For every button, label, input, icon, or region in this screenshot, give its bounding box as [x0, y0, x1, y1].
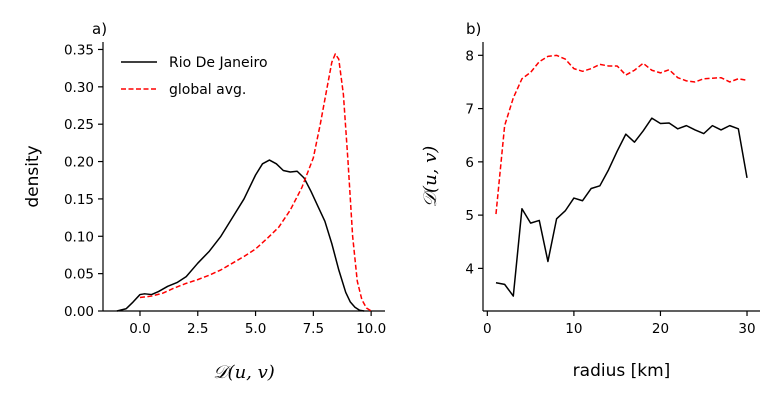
y-tick-label: 0.00 [64, 304, 94, 320]
y-tick-label: 8 [465, 48, 474, 64]
legend: Rio De Janeiro global avg. [121, 55, 268, 98]
panel-label: a) [92, 20, 107, 38]
chart-panel-1: 0.0 2.5 5.0 7.5 10.0 0.00 0.05 0.10 0.15 0.20 0.25… [23, 20, 386, 383]
x-axis-label: radius [km] [573, 361, 671, 381]
chart-panel-2: 0 10 20 30 4 5 6 7 8 b) radius [km] 𝒟(u, v) [420, 20, 760, 381]
x-tick-label: 20 [652, 321, 669, 337]
y-axis-label: 𝒟(u, v) [420, 146, 441, 208]
x-tick-label: 0.0 [129, 321, 150, 337]
x-tick-label: 0 [483, 321, 492, 337]
y-tick-label: 0.20 [64, 155, 94, 171]
y-tick-label: 0.10 [64, 229, 94, 245]
x-axis-label: 𝒟(u, v) [213, 362, 275, 383]
series-line-2 [139, 53, 372, 312]
y-tick-label: 7 [465, 102, 474, 118]
y-tick-label: 5 [465, 208, 474, 224]
series-line-2 [495, 54, 748, 215]
legend-label-2: global avg. [169, 82, 246, 98]
y-tick-label: 4 [465, 261, 474, 277]
legend-label-1: Rio De Janeiro [169, 55, 268, 71]
y-tick-label: 0.35 [64, 42, 94, 58]
series-line-1 [495, 117, 748, 297]
x-tick-label: 10.0 [356, 321, 386, 337]
y-tick-label: 0.15 [64, 192, 94, 208]
x-tick-label: 2.5 [187, 321, 208, 337]
series-line-1 [116, 159, 365, 312]
x-tick-label: 30 [738, 321, 755, 337]
y-axis-label: density [23, 145, 43, 207]
panel-label: b) [466, 20, 481, 38]
y-tick-label: 6 [465, 155, 474, 171]
y-tick-label: 0.05 [64, 267, 94, 283]
y-tick-label: 0.30 [64, 80, 94, 96]
x-tick-label: 10 [565, 321, 582, 337]
x-tick-label: 7.5 [303, 321, 324, 337]
x-tick-label: 5.0 [245, 321, 266, 337]
y-tick-label: 0.25 [64, 117, 94, 133]
